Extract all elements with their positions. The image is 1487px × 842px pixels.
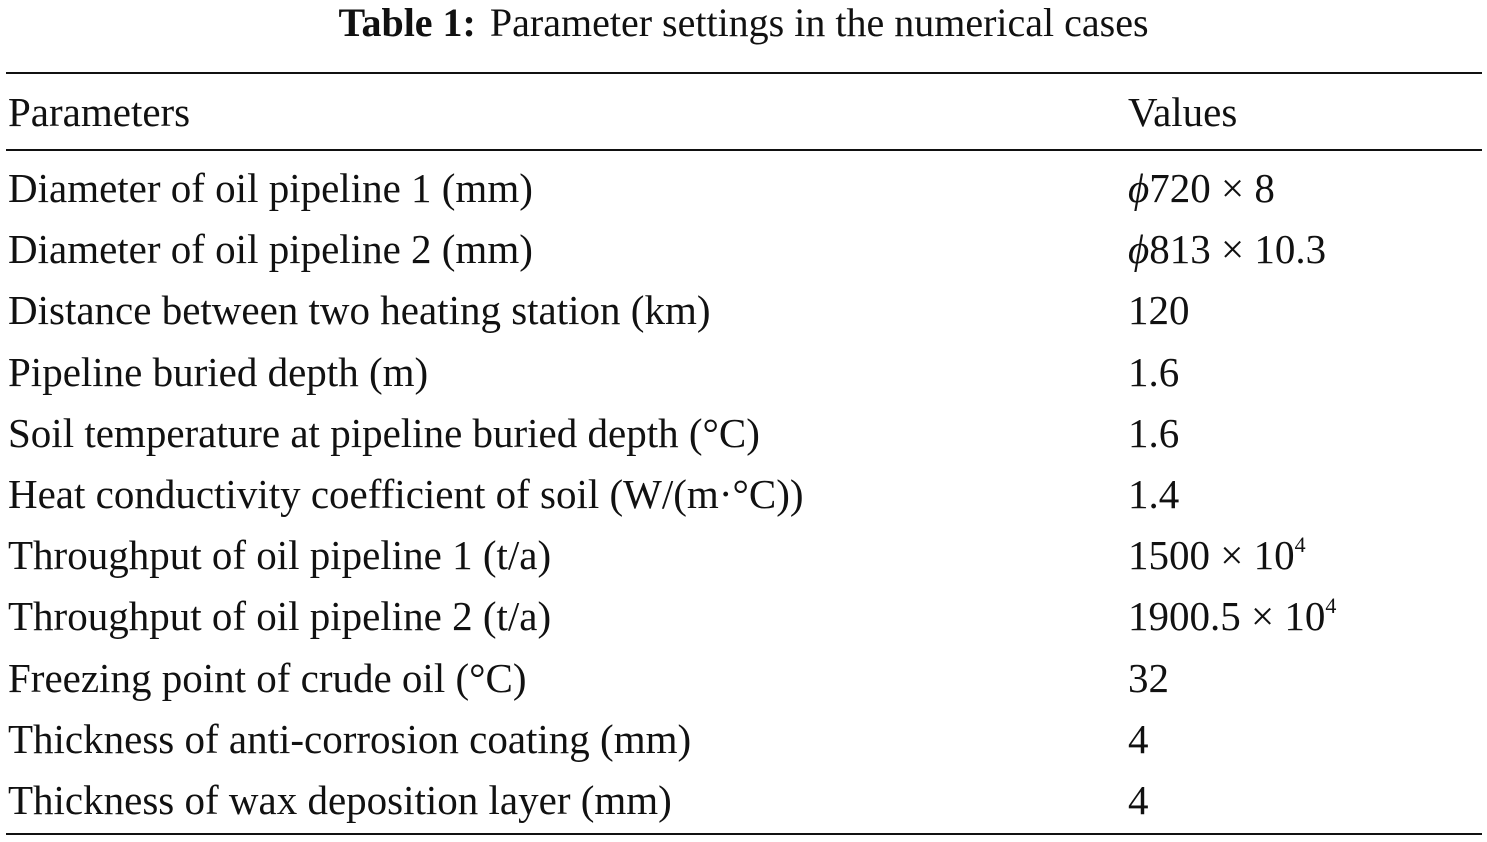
value-cell: 4 bbox=[1128, 715, 1149, 762]
value-symbol: ϕ bbox=[1128, 226, 1150, 273]
parameter-cell: Thickness of anti-corrosion coating (mm) bbox=[8, 715, 692, 762]
parameter-cell: Thickness of wax deposition layer (mm) bbox=[8, 777, 672, 823]
value-text: 1500 × 10 bbox=[1128, 532, 1295, 579]
parameter-cell: Distance between two heating station (km… bbox=[8, 287, 711, 334]
parameter-cell: Heat conductivity coefficient of soil (W… bbox=[8, 471, 804, 517]
value-cell: 4 bbox=[1128, 777, 1149, 823]
parameter-cell: Throughput of oil pipeline 2 (t/a) bbox=[8, 593, 552, 640]
parameter-cell: Diameter of oil pipeline 1 (mm) bbox=[8, 165, 533, 211]
header-cell: Values bbox=[1128, 89, 1238, 135]
value-cell: 120 bbox=[1128, 287, 1190, 334]
header-rule bbox=[6, 149, 1482, 151]
value-text: 1900.5 × 10 bbox=[1128, 593, 1326, 640]
header-cell: Parameters bbox=[8, 89, 191, 135]
value-symbol: ϕ bbox=[1128, 165, 1150, 211]
value-text: 720 × 8 bbox=[1149, 165, 1275, 211]
value-exponent: 4 bbox=[1325, 593, 1337, 619]
top-rule bbox=[6, 72, 1482, 74]
parameter-cell: Freezing point of crude oil (°C) bbox=[8, 654, 527, 701]
parameter-cell: Pipeline buried depth (m) bbox=[8, 348, 429, 395]
value-cell: 1500 × 104 bbox=[1128, 525, 1306, 586]
value-cell: 1900.5 × 104 bbox=[1128, 586, 1336, 647]
value-cell: 1.6 bbox=[1128, 409, 1180, 456]
bottom-rule bbox=[6, 833, 1482, 835]
parameter-cell: Throughput of oil pipeline 1 (t/a) bbox=[8, 532, 552, 579]
table-caption: Table 1: Parameter settings in the numeri… bbox=[0, 0, 1487, 46]
value-cell: 1.4 bbox=[1128, 471, 1180, 517]
value-cell: 32 bbox=[1128, 654, 1169, 701]
caption-label: Table 1: bbox=[338, 0, 476, 45]
parameter-cell: Soil temperature at pipeline buried dept… bbox=[8, 409, 760, 456]
parameter-cell: Diameter of oil pipeline 2 (mm) bbox=[8, 226, 533, 273]
value-cell: ϕ720 × 8 bbox=[1128, 158, 1275, 219]
value-cell: 1.6 bbox=[1128, 348, 1180, 395]
caption-text: Parameter settings in the numerical case… bbox=[489, 0, 1149, 45]
value-cell: ϕ813 × 10.3 bbox=[1128, 219, 1326, 280]
value-text: 813 × 10.3 bbox=[1149, 226, 1327, 273]
value-exponent: 4 bbox=[1294, 532, 1306, 558]
